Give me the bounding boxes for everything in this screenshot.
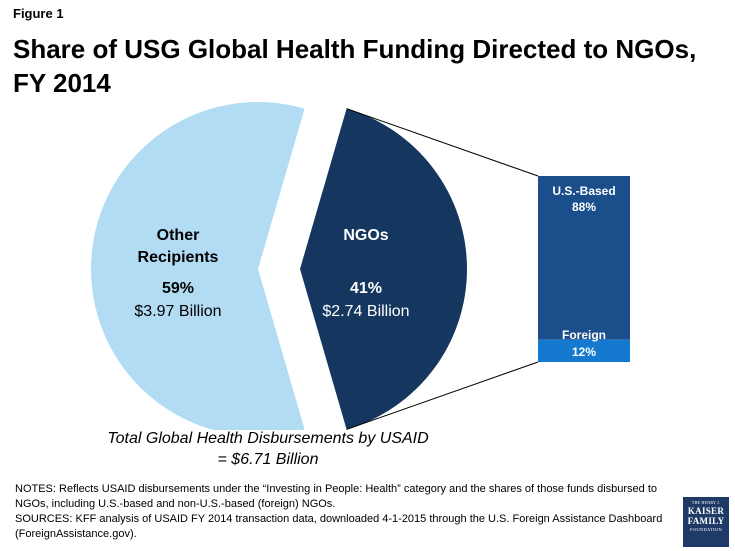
connector-line-bottom [346, 361, 539, 430]
other-label-line2: Recipients [138, 249, 219, 266]
total-line1: Total Global Health Disbursements by USA… [107, 430, 429, 447]
pie-slice-ngo [300, 108, 468, 430]
ngo-value-label: $2.74 Billion [322, 303, 409, 320]
connector-line-top [346, 108, 539, 177]
notes-text: NOTES: Reflects USAID disbursements unde… [15, 483, 658, 510]
bar-segment-us-based [538, 176, 630, 340]
other-pct-label: 59% [162, 280, 194, 297]
foreign-pct-label: 12% [572, 345, 596, 359]
chart-area: Other Recipients 59% $3.97 Billion NGOs … [91, 102, 630, 430]
logo-line4: FOUNDATION [690, 527, 722, 532]
stacked-bar [538, 176, 630, 362]
ngo-label: NGOs [343, 227, 388, 244]
us-based-label: U.S.-Based [552, 184, 615, 198]
bar-segment-foreign [538, 339, 630, 362]
logo-line1: THE HENRY J. [691, 500, 721, 505]
us-based-pct-label: 88% [572, 200, 596, 214]
total-line2: = $6.71 Billion [217, 451, 319, 468]
chart-title: Share of USG Global Health Funding Direc… [13, 34, 697, 98]
pie-chart [91, 102, 468, 430]
figure-label: Figure 1 [13, 6, 64, 21]
sources-text: SOURCES: KFF analysis of USAID FY 2014 t… [15, 513, 663, 540]
logo-line2: KAISER [687, 506, 725, 516]
pie-slice-other [91, 102, 305, 430]
notes-block: NOTES: Reflects USAID disbursements unde… [15, 482, 675, 542]
other-value-label: $3.97 Billion [134, 303, 221, 320]
logo-line3: FAMILY [687, 516, 725, 526]
foreign-label: Foreign [562, 328, 606, 342]
kff-logo: THE HENRY J. KAISER FAMILY FOUNDATION [683, 497, 729, 547]
ngo-pct-label: 41% [350, 280, 382, 297]
other-label-line1: Other [157, 227, 200, 244]
